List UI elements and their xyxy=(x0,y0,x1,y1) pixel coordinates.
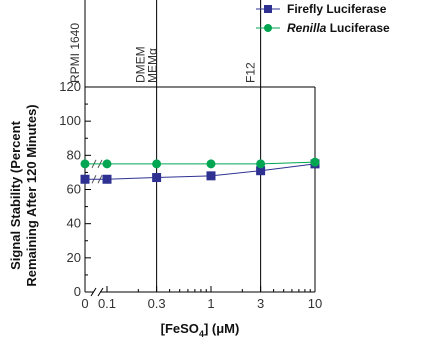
media-label: RPMI 1640 xyxy=(68,23,82,83)
y-tick-label: 60 xyxy=(67,182,81,197)
data-point-square xyxy=(80,174,90,184)
data-point-circle xyxy=(256,159,266,169)
x-tick-label: 0 xyxy=(81,296,88,311)
data-point-circle xyxy=(310,157,320,167)
data-point-square xyxy=(206,171,216,181)
x-tick-label: 10 xyxy=(308,296,322,311)
data-point-square xyxy=(256,166,266,176)
data-point-circle xyxy=(102,159,112,169)
y-axis-title-line: Remaining After 120 Minutes) xyxy=(24,104,39,286)
legend-name: Firefly Luciferase xyxy=(287,2,387,16)
legend-marker-circle xyxy=(264,24,272,32)
series xyxy=(80,157,320,184)
legend-label: Renilla Luciferase xyxy=(287,21,390,35)
x-tick-label: 3 xyxy=(257,296,264,311)
legend-name-rest: Luciferase xyxy=(326,21,390,35)
media-label: F12 xyxy=(244,62,258,83)
x-tick-label: 0.1 xyxy=(98,296,116,311)
axis-break-gap xyxy=(94,288,100,296)
data-point-circle xyxy=(206,159,216,169)
data-point-circle xyxy=(152,159,162,169)
axis-titles: [FeSO4] (μM) Signal Stability (Percent Rem… xyxy=(8,104,239,339)
legend-label: Firefly Luciferase xyxy=(287,2,387,16)
x-axis-title-main: [FeSO xyxy=(161,321,199,336)
x-axis-title-subscript: 4 xyxy=(199,329,204,339)
x-axis-title: [FeSO4] (μM) xyxy=(161,321,240,339)
media-label: DMEM xyxy=(134,46,148,83)
y-axis-title-line: Signal Stability (Percent xyxy=(8,120,23,269)
y-tick-label: 120 xyxy=(59,79,81,94)
axes: 0 20 40 60 80 100 120 0 0.1 0.3 1 3 10 xyxy=(59,79,322,311)
y-tick-label: 100 xyxy=(59,113,81,128)
x-tick-label: 1 xyxy=(207,296,214,311)
legend-marker-square xyxy=(264,5,272,13)
x-tick-label: 0.3 xyxy=(148,296,166,311)
data-point-circle xyxy=(80,159,90,169)
data-point-square xyxy=(152,173,162,183)
media-label: MEMα xyxy=(146,48,160,83)
legend: Firefly Luciferase Renilla Luciferase xyxy=(256,2,390,35)
series-line xyxy=(85,163,316,180)
y-tick-label: 20 xyxy=(67,250,81,265)
x-axis-title-rest: ] (μM) xyxy=(204,321,239,336)
axis-break-mark xyxy=(90,287,97,297)
y-tick-label: 80 xyxy=(67,147,81,162)
y-tick-label: 40 xyxy=(67,216,81,231)
series-line xyxy=(85,161,316,165)
data-point-square xyxy=(102,174,112,184)
legend-name-italic: Renilla xyxy=(287,21,327,35)
axis-break-mark xyxy=(97,287,104,297)
y-tick-label: 0 xyxy=(74,284,81,299)
